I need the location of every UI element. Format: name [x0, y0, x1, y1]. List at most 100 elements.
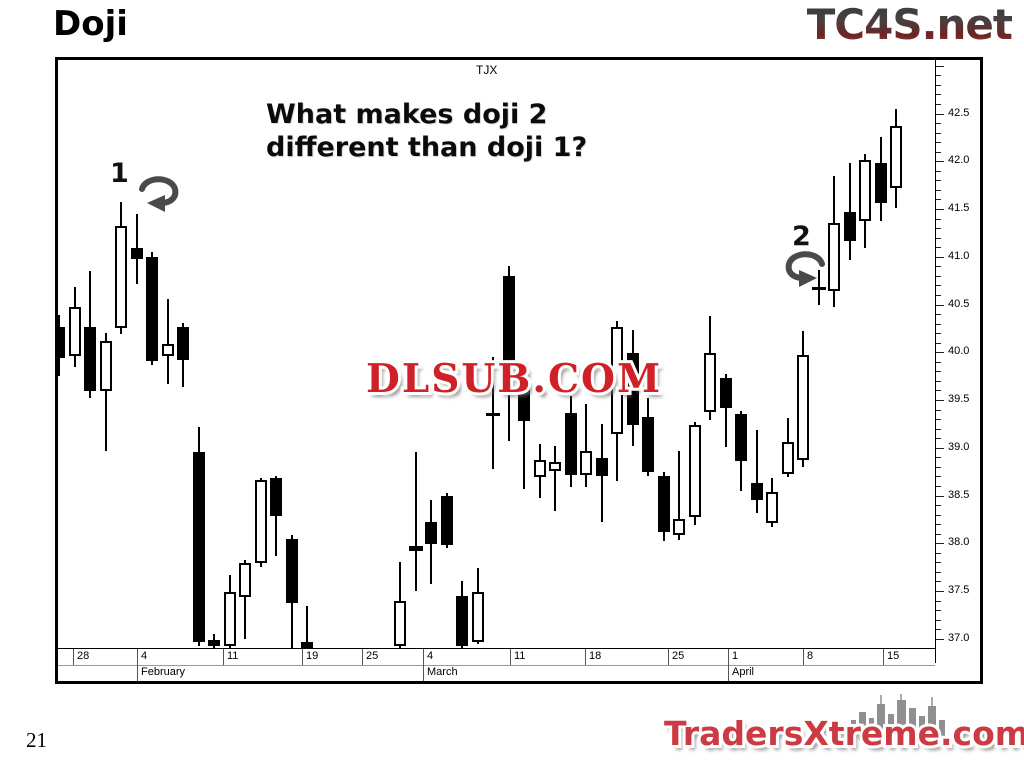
price-minor-tick [936, 466, 941, 468]
price-minor-tick [936, 247, 941, 249]
candlestick [750, 483, 763, 501]
price-minor-tick [936, 218, 941, 220]
price-major-tick [936, 161, 944, 163]
tc4s-logo: TC4S.net [806, 0, 1013, 49]
week-divider [423, 649, 424, 665]
price-axis-label: 39.0 [948, 440, 970, 453]
candlestick-wick [414, 451, 417, 592]
price-minor-tick [936, 75, 941, 77]
candlestick [688, 424, 701, 517]
price-minor-tick [936, 505, 941, 506]
price-minor-tick [936, 333, 941, 335]
price-major-tick [936, 113, 944, 115]
week-label: 11 [514, 650, 526, 662]
price-minor-tick [936, 457, 941, 459]
price-axis-label: 39.5 [948, 393, 970, 405]
price-axis-label: 40.0 [948, 345, 970, 358]
month-axis-row: February March April [58, 665, 935, 681]
week-divider [73, 649, 74, 665]
price-axis-label: 41.5 [948, 202, 970, 214]
candlestick [440, 495, 453, 546]
candlestick [58, 326, 65, 359]
price-minor-tick [936, 571, 941, 573]
price-axis-label: 37.5 [948, 584, 970, 596]
price-minor-tick [936, 409, 941, 411]
curved-arrow-1-icon [139, 176, 179, 212]
doji-2-label: 2 [792, 221, 811, 252]
candlestick [223, 592, 236, 647]
price-major-tick [936, 209, 944, 210]
price-minor-tick [936, 228, 941, 230]
candlestick [890, 126, 902, 189]
candlestick-wick [554, 446, 556, 511]
candlestick [146, 256, 158, 361]
month-label: April [732, 666, 755, 678]
price-minor-tick [936, 189, 941, 191]
price-minor-tick [936, 275, 941, 277]
week-label: 19 [306, 650, 319, 662]
price-axis-label: 42.0 [948, 154, 970, 167]
price-axis-label: 41.0 [948, 249, 970, 262]
month-divider [137, 665, 138, 681]
candlestick-wick [306, 606, 308, 648]
candlestick [626, 353, 639, 425]
month-divider [423, 665, 424, 681]
price-axis: 42.5 42.0 41.5 41.0 40.5 40.0 39.5 39.0 38.5 38.0… [935, 60, 980, 680]
candlestick-wick [166, 298, 169, 384]
candlestick [673, 518, 685, 535]
question-line-1: What makes doji 2 [266, 99, 548, 130]
price-minor-tick [936, 342, 941, 344]
price-minor-tick [936, 485, 941, 487]
candlestick-wick [244, 559, 246, 639]
week-label: 8 [807, 650, 814, 662]
price-minor-tick [936, 170, 941, 172]
price-minor-tick [936, 266, 941, 268]
price-minor-tick [936, 371, 941, 373]
candlestick-wick [848, 163, 851, 260]
price-minor-tick [936, 323, 941, 325]
candlestick-wick [585, 403, 587, 487]
watermark: DLSUB.COM DLSUB.COM [363, 353, 663, 405]
candlestick [766, 491, 778, 524]
week-label: 25 [672, 650, 685, 662]
price-minor-tick [936, 103, 941, 105]
candlestick [394, 600, 406, 647]
date-axis-row: 28 4 11 19 25 4 11 18 25 1 8 15 [58, 648, 935, 666]
week-divider [302, 649, 303, 665]
candlestick [859, 160, 871, 222]
candlestick [595, 458, 608, 476]
week-divider [585, 649, 586, 665]
candlestick [408, 546, 423, 551]
week-label: 25 [366, 650, 379, 662]
price-minor-tick [936, 562, 941, 564]
price-major-tick [936, 400, 944, 401]
candlestick [719, 378, 732, 408]
week-divider [883, 649, 884, 665]
price-minor-tick [936, 199, 941, 201]
question-text: What makes doji 2 different than doji 1? [266, 98, 587, 164]
week-divider [137, 649, 138, 665]
price-minor-tick [936, 438, 941, 440]
watermark-outline: DLSUB.COM [363, 353, 663, 405]
candlestick [192, 451, 205, 642]
price-minor-tick [936, 600, 941, 602]
tradersxtreme-outline: TradersXtreme.com [661, 711, 1024, 756]
candlestick [657, 475, 670, 532]
price-major-tick [936, 638, 944, 640]
price-minor-tick [936, 285, 941, 287]
candlestick [486, 412, 500, 416]
tradersxtreme-logo: TradersXtreme.com TradersXtreme.com [661, 711, 1024, 756]
candlestick [68, 306, 81, 357]
week-label: 18 [589, 650, 602, 662]
price-minor-tick [936, 533, 941, 535]
page-title: Doji [53, 4, 128, 44]
price-axis-label: 38.5 [948, 488, 970, 501]
price-major-tick [936, 591, 944, 592]
month-label: February [141, 666, 186, 678]
candlestick [704, 353, 716, 413]
price-minor-tick [936, 419, 941, 421]
price-minor-tick [936, 581, 941, 583]
month-label: March [427, 666, 458, 678]
candlestick [456, 595, 468, 646]
